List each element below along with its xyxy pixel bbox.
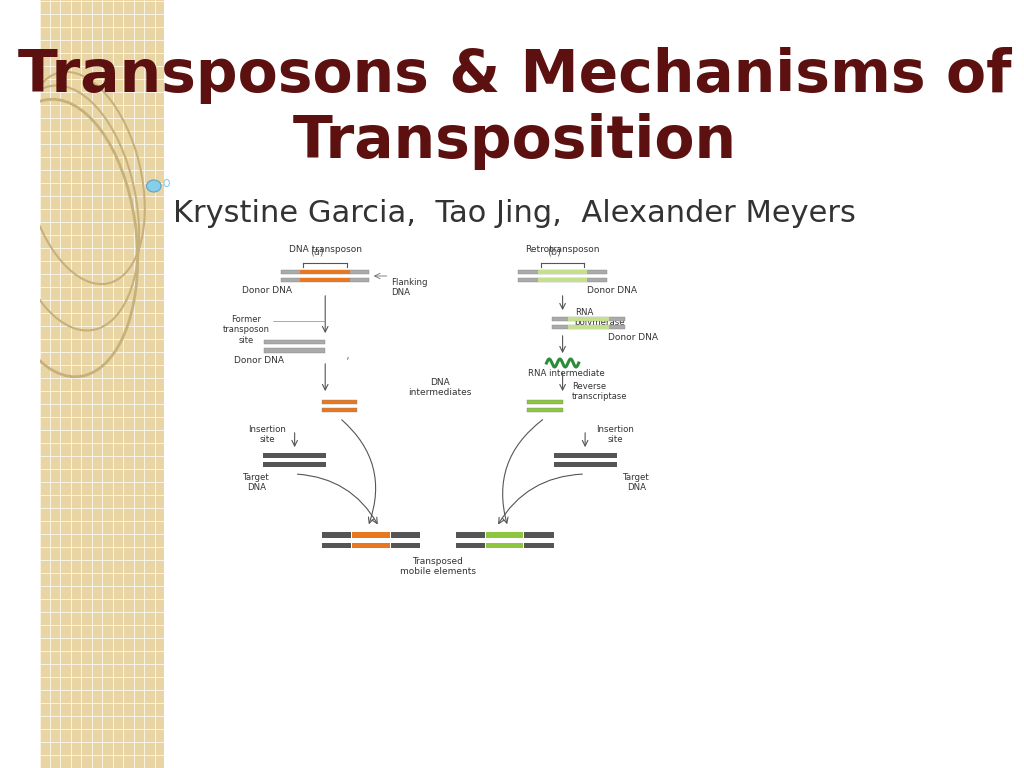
Bar: [524, 542, 554, 548]
Bar: [538, 278, 588, 283]
Text: RNA
polymerase: RNA polymerase: [574, 308, 626, 327]
Bar: [281, 278, 370, 283]
Text: Target
DNA: Target DNA: [244, 473, 270, 492]
Bar: [456, 542, 485, 548]
Text: ,: ,: [346, 349, 350, 362]
Text: Insertion
site: Insertion site: [596, 425, 634, 445]
Bar: [300, 278, 350, 283]
Text: (a): (a): [310, 246, 324, 256]
Text: Krystine Garcia,  Tao Jing,  Alexander Meyers: Krystine Garcia, Tao Jing, Alexander Mey…: [173, 198, 856, 227]
Ellipse shape: [146, 180, 161, 192]
Text: RNA intermediate: RNA intermediate: [528, 369, 605, 378]
Bar: [391, 532, 420, 538]
Bar: [322, 408, 357, 412]
Text: Donor DNA: Donor DNA: [234, 356, 285, 365]
Bar: [264, 348, 325, 353]
Bar: [352, 532, 390, 538]
Bar: [281, 270, 370, 274]
Text: Reverse
transcriptase: Reverse transcriptase: [572, 382, 628, 402]
Bar: [486, 542, 523, 548]
Bar: [352, 542, 390, 548]
Text: (b): (b): [548, 246, 561, 256]
Bar: [391, 542, 420, 548]
Text: Flanking
DNA: Flanking DNA: [391, 278, 428, 297]
Text: Retrotransposon: Retrotransposon: [525, 245, 600, 254]
Bar: [263, 452, 326, 458]
Bar: [264, 339, 325, 344]
Bar: [300, 270, 350, 274]
Text: Insertion
site: Insertion site: [249, 425, 287, 445]
Bar: [524, 532, 554, 538]
Bar: [527, 400, 562, 404]
Bar: [322, 542, 351, 548]
Text: Target
DNA: Target DNA: [624, 473, 650, 492]
Text: Transposons & Mechanisms of
Transposition: Transposons & Mechanisms of Transpositio…: [17, 47, 1011, 170]
Text: Former
transposon
site: Former transposon site: [223, 315, 270, 345]
Text: Transposed
mobile elements: Transposed mobile elements: [399, 557, 476, 577]
Bar: [552, 316, 625, 321]
Text: Donor DNA: Donor DNA: [588, 286, 638, 295]
Text: Donor DNA: Donor DNA: [607, 333, 657, 342]
Text: Donor DNA: Donor DNA: [243, 286, 292, 295]
Bar: [518, 278, 607, 283]
Bar: [554, 462, 616, 468]
Bar: [527, 408, 562, 412]
Bar: [538, 270, 588, 274]
Bar: [456, 532, 485, 538]
Bar: [552, 325, 625, 329]
Bar: [568, 316, 608, 321]
Bar: [518, 270, 607, 274]
Text: DNA
intermediates: DNA intermediates: [409, 378, 472, 397]
Bar: [263, 462, 326, 468]
Bar: [322, 400, 357, 404]
Bar: [486, 532, 523, 538]
Bar: [554, 452, 616, 458]
Text: DNA transposon: DNA transposon: [289, 245, 361, 254]
Bar: [322, 532, 351, 538]
Bar: [568, 325, 608, 329]
Bar: [40, 0, 164, 768]
